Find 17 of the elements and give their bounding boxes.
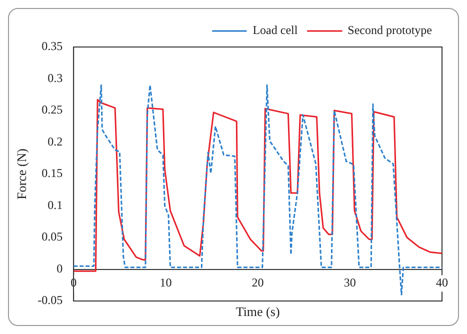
y-tick-label: 0.05 [42,230,63,244]
y-axis-title: Force (N) [14,148,30,200]
legend-label: Second prototype [348,23,432,38]
y-tick-label: -0.05 [38,293,63,308]
legend-label: Load cell [252,23,298,38]
y-tick-label: 0.25 [42,102,63,117]
y-tick-label: 0.15 [42,166,63,180]
x-tick-label: 10 [160,276,172,290]
y-tick-label: 0.2 [48,134,63,148]
x-axis-title: Time (s) [236,304,280,319]
y-tick-label: 0.3 [48,70,63,85]
x-tick-label: 20 [252,276,264,290]
y-tick-label: 0.1 [48,198,63,212]
x-tick-label: 40 [436,276,448,290]
y-tick-label: 0 [56,261,63,276]
y-tick-label: 0.35 [42,39,63,54]
x-tick-label: 30 [344,276,356,290]
